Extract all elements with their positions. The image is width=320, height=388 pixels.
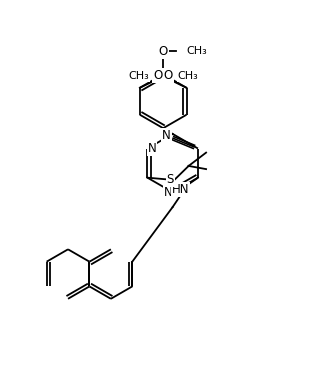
Text: S: S [167, 173, 174, 186]
Text: N: N [164, 186, 172, 199]
Text: CH₃: CH₃ [178, 71, 198, 81]
Text: O: O [158, 45, 168, 58]
Text: CH₃: CH₃ [128, 71, 149, 81]
Text: O: O [153, 69, 163, 82]
Text: N: N [162, 129, 171, 142]
Text: O: O [164, 69, 173, 82]
Text: CH₃: CH₃ [186, 47, 207, 57]
Text: HN: HN [172, 183, 189, 196]
Text: N: N [148, 142, 156, 155]
